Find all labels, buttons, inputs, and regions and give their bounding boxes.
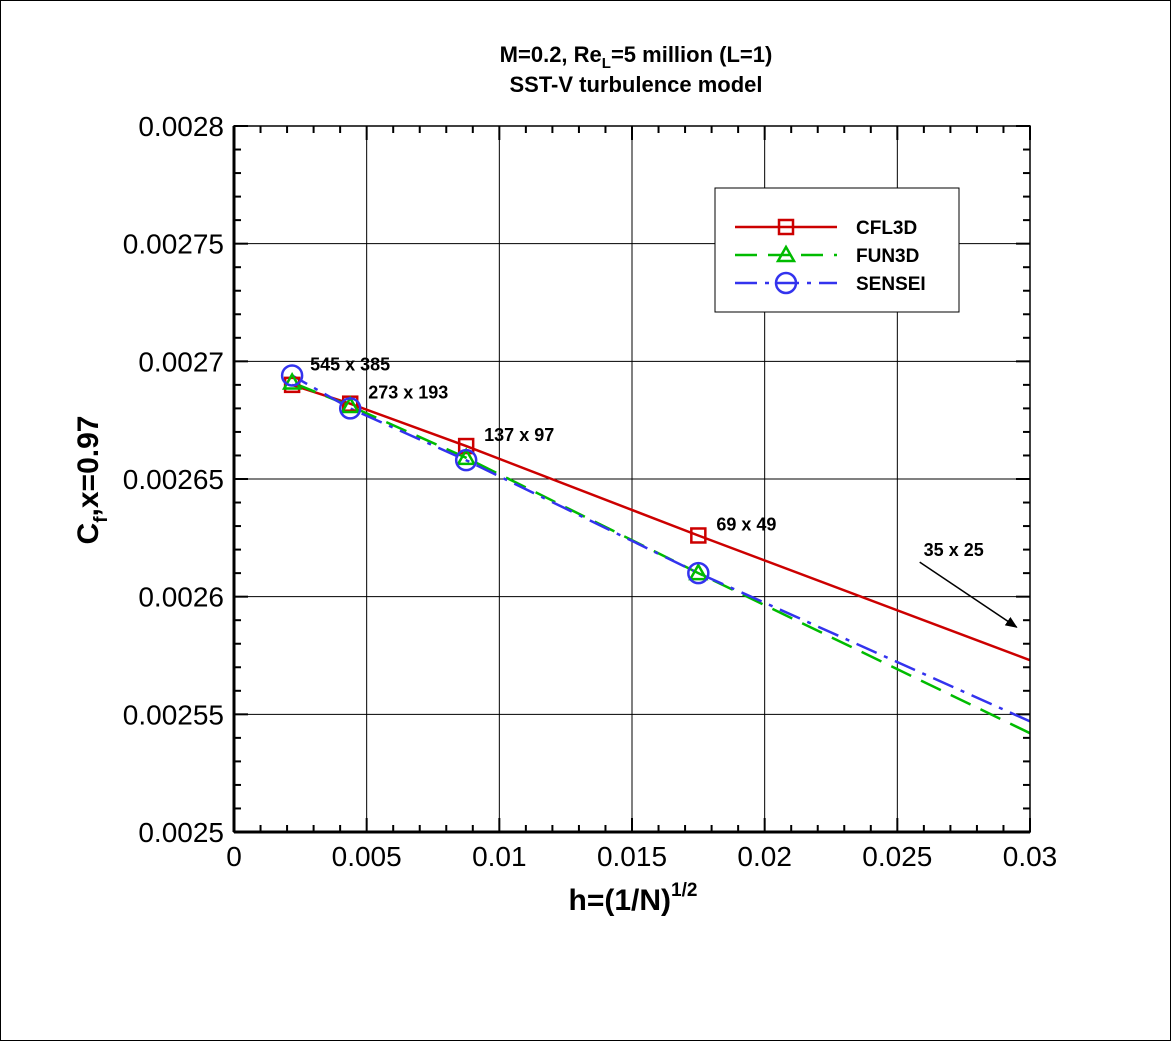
series-line-fun3d (291, 381, 1030, 735)
y-tick-label: 0.0027 (138, 346, 224, 377)
y-tick-label: 0.0026 (138, 582, 224, 613)
legend-box (714, 187, 960, 313)
y-tick-label: 0.00275 (123, 229, 224, 260)
data-point-fun3d (688, 562, 709, 581)
legend: CFL3D FUN3D SENSEI (714, 187, 960, 313)
data-point-sensei (280, 364, 304, 387)
legend-marker-sensei (774, 271, 798, 295)
series-line-sensei (291, 374, 1030, 723)
grid-annotations: 545 x 385 273 x 193 137 x 97 69 x 49 35 x 25 (310, 354, 1018, 628)
x-tick-labels: 0 0.005 0.01 0.015 0.02 0.025 0.03 (226, 841, 1057, 872)
data-point-sensei (338, 397, 362, 420)
y-tick-label: 0.00265 (123, 464, 224, 495)
x-tick-label: 0.03 (1003, 841, 1058, 872)
legend-marker-cfl3d (777, 218, 795, 236)
grid-size-label: 545 x 385 (310, 354, 390, 374)
series-markers (280, 364, 710, 585)
legend-label-cfl3d: CFL3D (856, 218, 917, 239)
data-point-fun3d (281, 371, 303, 390)
data-point-cfl3d (457, 437, 475, 455)
data-point-fun3d (340, 395, 361, 414)
legend-label-fun3d: FUN3D (856, 246, 919, 267)
chart-title-line2: SST-V turbulence model (509, 72, 762, 97)
y-tick-label: 0.0025 (138, 817, 224, 848)
series-lines (291, 374, 1030, 735)
data-point-sensei (454, 448, 478, 472)
grid-size-label: 69 x 49 (716, 514, 776, 534)
grid-size-label: 137 x 97 (484, 425, 554, 445)
y-axis-label: Cf,x=0.97 (72, 416, 112, 545)
x-tick-label: 0.01 (472, 841, 527, 872)
x-tick-label: 0 (226, 841, 242, 872)
legend-label-sensei: SENSEI (856, 274, 926, 295)
grid-size-label: 35 x 25 (924, 540, 984, 560)
x-tick-label: 0.015 (597, 841, 667, 872)
chart-title-line1: M=0.2, ReL=5 million (L=1) (500, 42, 773, 72)
x-axis-label: h=(1/N)1/2 (569, 880, 698, 917)
data-point-cfl3d (690, 527, 707, 544)
x-tick-label: 0.005 (332, 841, 402, 872)
arrow-annotation (919, 561, 1018, 628)
y-tick-labels: 0.0025 0.00255 0.0026 0.00265 0.0027 0.00275 0… (123, 111, 224, 848)
legend-marker-fun3d (775, 244, 797, 263)
series-line-cfl3d (291, 383, 1030, 662)
y-tick-label: 0.0028 (138, 111, 224, 142)
x-tick-label: 0.02 (737, 841, 792, 872)
data-point-sensei (687, 561, 710, 585)
grid-size-label: 273 x 193 (368, 383, 448, 403)
x-tick-label: 0.025 (862, 841, 932, 872)
data-point-fun3d (456, 447, 477, 466)
y-tick-label: 0.00255 (123, 699, 224, 730)
